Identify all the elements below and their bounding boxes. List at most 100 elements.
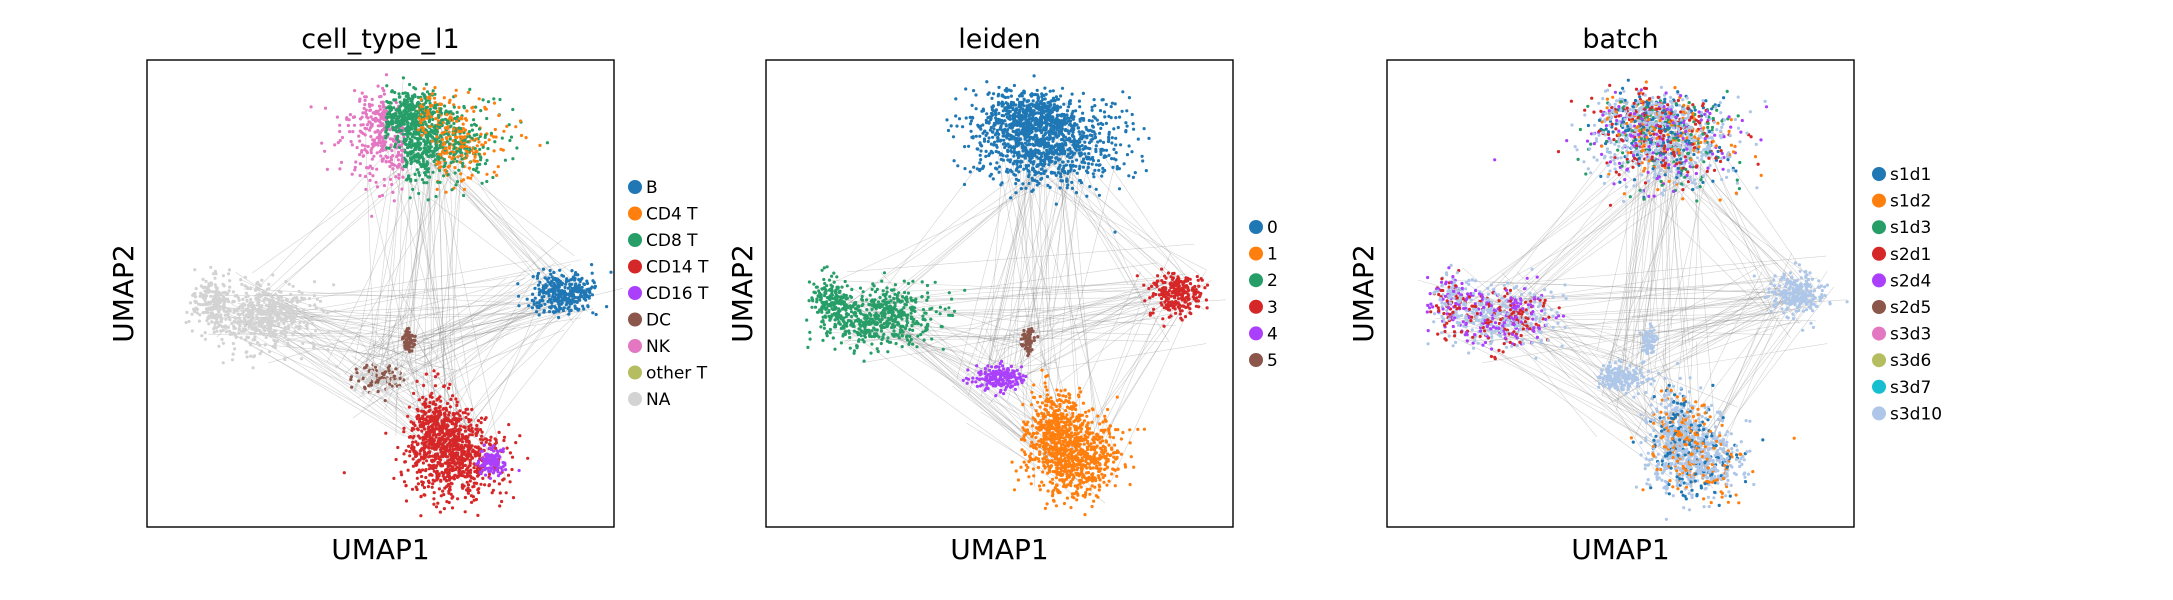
- scatter-point: [410, 381, 414, 385]
- scatter-point: [201, 286, 205, 290]
- scatter-point: [279, 316, 283, 320]
- scatter-point: [1099, 150, 1103, 154]
- scatter-point: [406, 414, 410, 418]
- scatter-point: [467, 130, 471, 134]
- scatter-point: [462, 187, 466, 191]
- scatter-point: [315, 297, 319, 301]
- scatter-point: [254, 296, 258, 301]
- scatter-point: [368, 108, 373, 112]
- scatter-point: [420, 178, 424, 182]
- scatter-point: [397, 371, 401, 375]
- scatter-point: [1112, 127, 1116, 131]
- scatter-point: [275, 339, 279, 343]
- scatter-point: [291, 333, 295, 337]
- scatter-point: [444, 136, 448, 140]
- scatter-point: [461, 452, 465, 456]
- scatter-point: [435, 398, 439, 402]
- scatter-point: [397, 173, 401, 177]
- scatter-point: [469, 494, 473, 498]
- scatter-point: [425, 459, 429, 463]
- scatter-point: [353, 89, 357, 93]
- scatter-point: [247, 308, 251, 312]
- scatter-point: [426, 479, 431, 483]
- scatter-point: [351, 130, 355, 134]
- scatter-point: [411, 96, 415, 100]
- scatter-point: [369, 135, 373, 139]
- scatter-point: [450, 188, 454, 192]
- scatter-point: [370, 97, 374, 101]
- scatter-point: [479, 482, 483, 486]
- scatter-point: [566, 306, 570, 311]
- scatter-point: [424, 82, 428, 86]
- scatter-point: [394, 121, 398, 125]
- scatter-point: [1018, 164, 1023, 168]
- scatter-point: [481, 476, 485, 480]
- scatter-point: [205, 309, 209, 313]
- scatter-point: [465, 154, 469, 158]
- scatter-point: [545, 284, 549, 288]
- scatter-point: [231, 299, 235, 303]
- scatter-point: [231, 352, 235, 356]
- scatter-point: [404, 116, 408, 120]
- scatter-point: [570, 277, 574, 281]
- scatter-point: [1022, 167, 1026, 171]
- scatter-point: [427, 425, 431, 429]
- scatter-point: [437, 406, 441, 410]
- scatter-point: [442, 174, 446, 178]
- scatter-point: [348, 130, 352, 134]
- scatter-point: [1064, 143, 1068, 147]
- edge-line: [297, 344, 426, 443]
- scatter-point: [1114, 143, 1118, 147]
- scatter-point: [1103, 115, 1107, 119]
- scatter-point: [481, 98, 485, 102]
- scatter-point: [233, 326, 237, 330]
- scatter-point: [442, 507, 446, 511]
- scatter-point: [361, 111, 365, 115]
- scatter-point: [388, 177, 393, 181]
- scatter-point: [1029, 135, 1034, 139]
- scatter-point: [412, 391, 416, 395]
- scatter-point: [277, 301, 281, 306]
- scatter-point: [474, 432, 478, 436]
- scatter-point: [237, 320, 241, 324]
- scatter-point: [212, 303, 216, 307]
- scatter-point: [549, 306, 553, 310]
- scatter-point: [388, 112, 392, 116]
- scatter-point: [267, 292, 271, 296]
- scatter-point: [564, 282, 568, 286]
- scatter-point: [474, 137, 478, 141]
- scatter-point: [443, 104, 447, 108]
- scatter-point: [456, 155, 460, 159]
- scatter-point: [462, 193, 466, 198]
- scatter-point: [542, 294, 546, 299]
- edge-line: [410, 292, 559, 375]
- scatter-point: [388, 382, 392, 386]
- scatter-point: [442, 407, 446, 411]
- scatter-point: [450, 422, 454, 426]
- scatter-point: [423, 427, 427, 431]
- edge-line: [419, 273, 530, 361]
- scatter-point: [211, 290, 215, 294]
- scatter-point: [201, 277, 205, 281]
- scatter-point: [992, 140, 997, 144]
- scatter-point: [218, 298, 222, 303]
- scatter-point: [409, 161, 413, 166]
- scatter-point: [424, 422, 428, 426]
- scatter-point: [340, 135, 345, 140]
- scatter-point: [439, 478, 443, 482]
- scatter-point: [1098, 163, 1102, 167]
- scatter-point: [287, 282, 291, 286]
- scatter-point: [464, 117, 468, 121]
- scatter-point: [232, 308, 236, 312]
- scatter-point: [443, 161, 447, 165]
- scatter-point: [436, 440, 440, 444]
- scatter-point: [228, 308, 232, 312]
- scatter-point: [456, 461, 460, 465]
- scatter-point: [537, 287, 541, 291]
- scatter-point: [1078, 119, 1082, 123]
- scatter-point: [495, 468, 499, 472]
- scatter-point: [439, 464, 443, 468]
- scatter-point: [292, 296, 297, 300]
- scatter-point: [256, 316, 260, 321]
